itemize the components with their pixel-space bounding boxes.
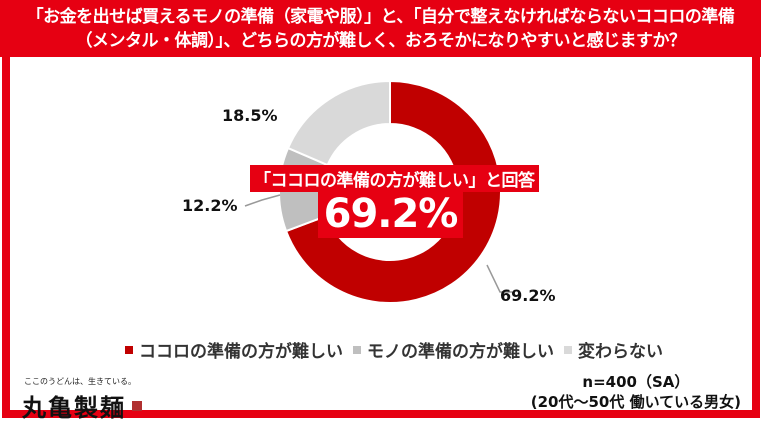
legend-swatch-kawaranai	[564, 345, 572, 354]
slice-label-kokoro: 69.2%	[500, 286, 556, 305]
seal-icon	[132, 400, 142, 411]
donut-slice-kawaranai	[286, 79, 391, 167]
legend-item-kokoro: ココロの準備の方が難しい	[125, 337, 343, 362]
question-header: 「お金を出せば買えるモノの準備（家電や服）」と、「自分で整えなければならないココ…	[0, 0, 761, 57]
brand-tagline: ここのうどんは、生きている。	[24, 377, 136, 386]
leader-line-mono	[244, 194, 281, 207]
brand-logo: 丸亀製麺	[22, 388, 142, 423]
legend-swatch-mono	[353, 345, 361, 354]
question-line-2: （メンタル・体調）」、どちらの方が難しく、おろそかになりやすいと感じますか？	[75, 31, 687, 51]
chart-legend: ココロの準備の方が難しい モノの準備の方が難しい 変わらない	[125, 337, 673, 362]
sample-size: n=400（SA）	[582, 373, 690, 391]
callout-value: 69.2%	[318, 190, 463, 238]
slice-label-kawaranai: 18.5%	[222, 106, 278, 125]
legend-swatch-kokoro	[125, 345, 133, 354]
leader-line-kokoro	[486, 264, 512, 293]
sample-population: (20代～50代 働いている男女)	[530, 393, 741, 411]
slice-label-mono: 12.2%	[182, 196, 238, 215]
question-line-1: 「お金を出せば買えるモノの準備（家電や服）」と、「自分で整えなければならないココ…	[26, 7, 735, 27]
sample-note: n=400（SA） (20代～50代 働いている男女)	[531, 372, 741, 412]
legend-item-mono: モノの準備の方が難しい	[353, 337, 554, 362]
legend-label-kawaranai: 変わらない	[578, 342, 663, 362]
legend-label-mono: モノの準備の方が難しい	[367, 342, 554, 362]
legend-label-kokoro: ココロの準備の方が難しい	[139, 342, 343, 362]
legend-item-kawaranai: 変わらない	[564, 337, 663, 362]
brand-name: 丸亀製麺	[22, 393, 126, 422]
callout-label: 「ココロの準備の方が難しい」と回答	[250, 165, 539, 192]
